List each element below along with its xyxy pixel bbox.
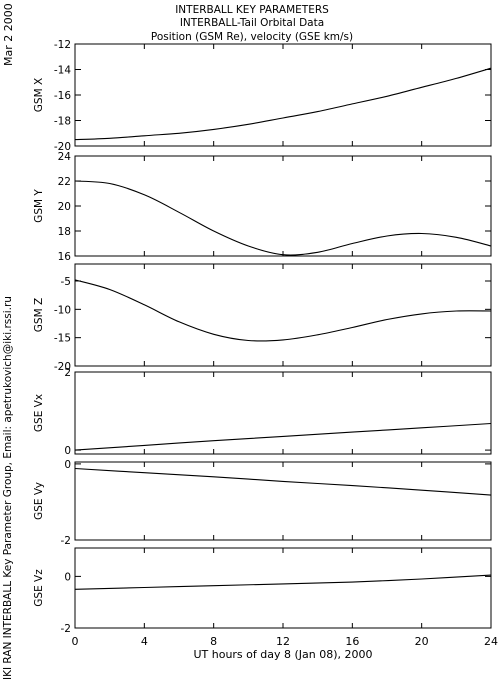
chart-title-line-3: Position (GSM Re), velocity (GSE km/s)	[150, 31, 354, 43]
y-axis-label: GSE Vy	[33, 482, 45, 520]
y-tick-label: -16	[54, 90, 71, 102]
panel-frame	[74, 263, 492, 367]
y-tick-label: 0	[64, 445, 71, 457]
data-line	[74, 467, 492, 496]
panel-frame	[74, 43, 492, 147]
y-axis-label: GSE Vz	[33, 569, 45, 607]
y-tick-label: -2	[61, 623, 71, 635]
x-tick-label: 24	[484, 635, 498, 648]
x-tick-label: 12	[276, 635, 290, 648]
y-tick-label: 20	[58, 201, 71, 213]
y-tick-label: -2	[61, 535, 71, 547]
y-tick-label: 0	[64, 571, 71, 583]
y-tick-label: -18	[54, 116, 71, 128]
x-tick-label: 20	[415, 635, 429, 648]
y-tick-label: -14	[54, 65, 71, 77]
data-line	[74, 422, 492, 451]
panel-frame	[74, 371, 492, 455]
data-line	[74, 67, 492, 141]
y-tick-label: -5	[61, 276, 71, 288]
y-tick-label: 22	[58, 176, 71, 188]
y-tick-label: 24	[58, 151, 72, 163]
x-axis-label: UT hours of day 8 (Jan 08), 2000	[193, 648, 372, 661]
x-tick-label: 8	[210, 635, 217, 648]
x-tick-label: 0	[72, 635, 79, 648]
y-axis-label: GSM Y	[33, 189, 45, 223]
y-tick-label: 0	[64, 459, 71, 471]
x-tick-label: 16	[345, 635, 359, 648]
y-tick-label: -12	[54, 39, 71, 51]
data-line	[74, 574, 492, 590]
panel-frame	[74, 461, 492, 541]
chart-title-line-2: INTERBALL-Tail Orbital Data	[179, 17, 325, 29]
data-line	[74, 180, 492, 256]
y-axis-label: GSE Vx	[33, 394, 45, 432]
y-axis-label: GSM Z	[33, 298, 45, 332]
panel-frame	[74, 155, 492, 257]
y-tick-label: 2	[64, 367, 71, 379]
data-line	[74, 279, 492, 342]
y-tick-label: -20	[54, 361, 71, 373]
y-tick-label: -20	[54, 141, 71, 153]
chart-title-line-1: INTERBALL KEY PARAMETERS	[175, 4, 329, 16]
y-tick-label: 16	[58, 251, 72, 263]
y-tick-label: -15	[54, 333, 71, 345]
y-tick-label: -10	[54, 304, 71, 316]
y-tick-label: 18	[58, 226, 71, 238]
y-axis-label: GSM X	[33, 78, 45, 112]
x-tick-label: 4	[141, 635, 148, 648]
